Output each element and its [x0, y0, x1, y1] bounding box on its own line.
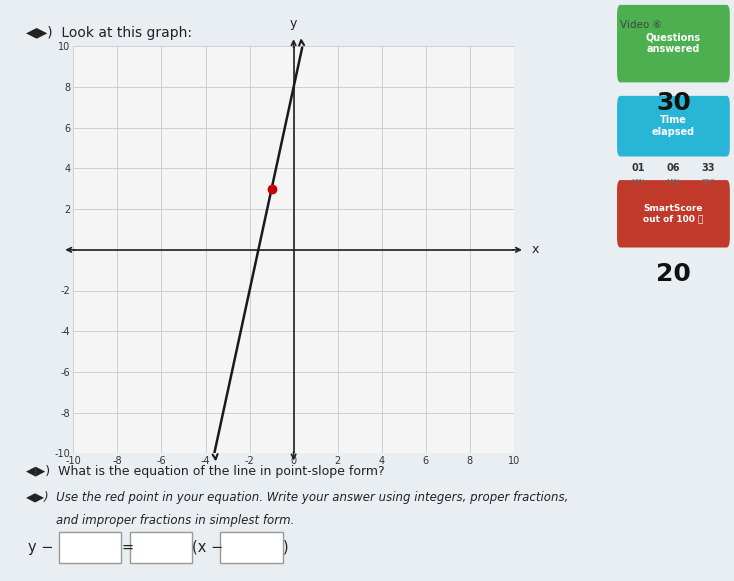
Text: MIN: MIN	[666, 179, 680, 185]
Text: y −: y −	[28, 540, 54, 555]
Text: MIN: MIN	[632, 179, 645, 185]
Text: x: x	[531, 243, 539, 256]
Text: Video ⑥: Video ⑥	[620, 20, 662, 30]
Text: 20: 20	[656, 263, 691, 286]
Text: SmartScore
out of 100 ⓘ: SmartScore out of 100 ⓘ	[643, 204, 704, 224]
Text: Questions
answered: Questions answered	[646, 33, 701, 55]
Text: (x −: (x −	[192, 540, 224, 555]
Text: ): )	[283, 540, 288, 555]
Text: 06: 06	[666, 163, 680, 173]
FancyBboxPatch shape	[617, 180, 730, 248]
Text: SEC: SEC	[702, 179, 716, 185]
Point	[266, 184, 277, 193]
FancyBboxPatch shape	[617, 96, 730, 156]
Text: =: =	[121, 540, 134, 555]
Text: and improper fractions in simplest form.: and improper fractions in simplest form.	[26, 514, 294, 527]
Text: 30: 30	[656, 91, 691, 114]
Text: Time
elapsed: Time elapsed	[652, 116, 695, 137]
FancyBboxPatch shape	[617, 5, 730, 83]
Text: ◀▶)  Look at this graph:: ◀▶) Look at this graph:	[26, 26, 192, 40]
Text: 01: 01	[631, 163, 645, 173]
Text: 33: 33	[702, 163, 716, 173]
Text: y: y	[290, 17, 297, 30]
Text: ◀▶)  Use the red point in your equation. Write your answer using integers, prope: ◀▶) Use the red point in your equation. …	[26, 491, 568, 504]
Text: ◀▶)  What is the equation of the line in point-slope form?: ◀▶) What is the equation of the line in …	[26, 465, 385, 478]
